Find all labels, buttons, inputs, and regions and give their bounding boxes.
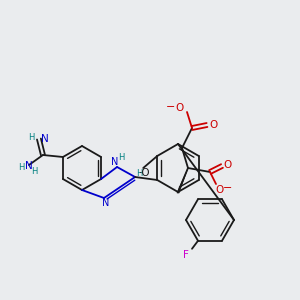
Text: H: H [31,167,37,176]
Text: −: − [223,183,233,193]
Text: N: N [102,198,110,208]
Text: −: − [166,102,176,112]
Text: ·O: ·O [138,168,150,178]
Text: O: O [215,185,223,195]
Polygon shape [177,168,188,193]
Text: O: O [209,120,217,130]
Text: N: N [41,134,49,144]
Text: O: O [224,160,232,170]
Text: H: H [18,163,24,172]
Text: F: F [183,250,189,260]
Text: H: H [136,169,142,178]
Text: H: H [118,154,124,163]
Text: N: N [25,161,33,171]
Text: N: N [111,157,119,167]
Text: H: H [28,133,35,142]
Text: O: O [176,103,184,113]
